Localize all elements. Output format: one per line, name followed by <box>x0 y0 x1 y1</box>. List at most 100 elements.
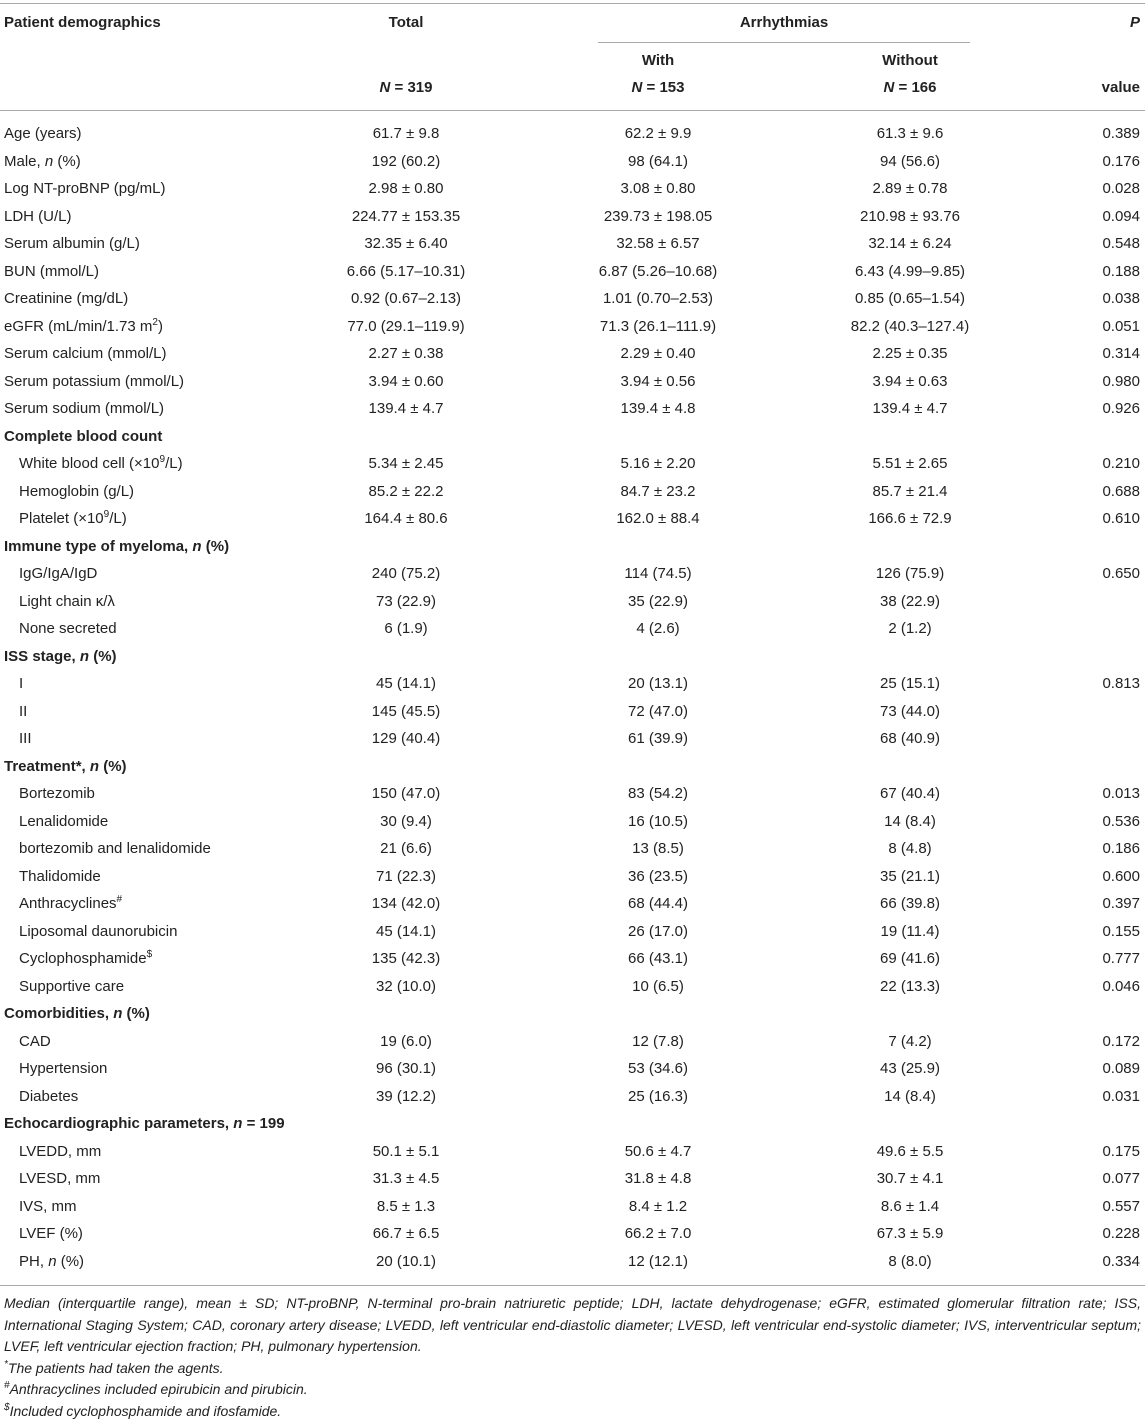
cell-value: 25 (15.1) <box>880 674 940 694</box>
p-value: 0.176 <box>1102 152 1140 172</box>
section-label: Complete blood count <box>4 427 162 447</box>
cell-value: 35 (22.9) <box>628 592 688 612</box>
text: 166.6 ± 72.9 <box>868 510 951 527</box>
row-label: I <box>19 674 23 694</box>
text: 14 (8.4) <box>884 1088 936 1105</box>
row-label: LVEDD, mm <box>19 1142 101 1162</box>
text: 96 (30.1) <box>376 1060 436 1077</box>
text: ) <box>158 318 163 335</box>
text: 72 (47.0) <box>628 703 688 720</box>
text: 26 (17.0) <box>628 923 688 940</box>
text: 0.397 <box>1102 895 1140 912</box>
text: Serum calcium (mmol/L) <box>4 345 167 362</box>
p-value: 0.013 <box>1102 784 1140 804</box>
cell-value: 8.5 ± 1.3 <box>377 1197 435 1217</box>
footnotes: Median (interquartile range), mean ± SD;… <box>4 1293 1141 1422</box>
text: 43 (25.9) <box>880 1060 940 1077</box>
group-rule <box>598 42 970 43</box>
p-value: 0.031 <box>1102 1087 1140 1107</box>
text: (%) <box>99 758 127 775</box>
italic-text: P <box>1130 14 1140 31</box>
cell-value: 77.0 (29.1–119.9) <box>347 317 464 337</box>
table-row: PH, n (%)20 (10.1)12 (12.1)8 (8.0)0.334 <box>0 1248 1145 1276</box>
text: 0.548 <box>1102 235 1140 252</box>
text: Lenalidomide <box>19 813 108 830</box>
text: 3.94 ± 0.63 <box>873 373 948 390</box>
cell-value: 2.29 ± 0.40 <box>621 344 696 364</box>
cell-value: 66.2 ± 7.0 <box>625 1224 692 1244</box>
text: White blood cell (×10 <box>19 455 160 472</box>
cell-value: 43 (25.9) <box>880 1059 940 1079</box>
cell-value: 19 (6.0) <box>380 1032 432 1052</box>
text: Total <box>389 14 424 31</box>
row-label: Liposomal daunorubicin <box>19 922 177 942</box>
text: (%) <box>89 648 117 665</box>
text: 162.0 ± 88.4 <box>616 510 699 527</box>
text: 210.98 ± 93.76 <box>860 208 960 225</box>
cell-value: 5.34 ± 2.45 <box>369 454 444 474</box>
text: 39 (12.2) <box>376 1088 436 1105</box>
cell-value: 73 (22.9) <box>376 592 436 612</box>
text: 62.2 ± 9.9 <box>625 125 692 142</box>
text: 0.228 <box>1102 1225 1140 1242</box>
text: 8 (8.0) <box>888 1253 931 1270</box>
cell-value: 8 (8.0) <box>888 1252 931 1272</box>
text: 0.046 <box>1102 978 1140 995</box>
text: 50.1 ± 5.1 <box>373 1143 440 1160</box>
cell-value: 66 (43.1) <box>628 949 688 969</box>
p-value: 0.557 <box>1102 1197 1140 1217</box>
text: Log NT-proBNP (pg/mL) <box>4 180 165 197</box>
text: LVESD, mm <box>19 1170 100 1187</box>
p-value: 0.210 <box>1102 454 1140 474</box>
text: 0.650 <box>1102 565 1140 582</box>
text: Included cyclophosphamide and ifosfamide… <box>10 1403 282 1419</box>
text: (%) <box>57 1253 85 1270</box>
superscript: $ <box>147 949 153 960</box>
text: (%) <box>53 153 81 170</box>
text: 0.077 <box>1102 1170 1140 1187</box>
row-label: Light chain κ/λ <box>19 592 115 612</box>
text: 2.29 ± 0.40 <box>621 345 696 362</box>
italic-text: n <box>45 153 53 170</box>
text: None secreted <box>19 620 117 637</box>
p-value: 0.094 <box>1102 207 1140 227</box>
row-label: Age (years) <box>4 124 82 144</box>
text: LDH (U/L) <box>4 208 72 225</box>
cell-value: 25 (16.3) <box>628 1087 688 1107</box>
row-label: Serum albumin (g/L) <box>4 234 140 254</box>
text: 0.186 <box>1102 840 1140 857</box>
section-row: Comorbidities, n (%) <box>0 1000 1145 1028</box>
text: 145 (45.5) <box>372 703 440 720</box>
row-label: IgG/IgA/IgD <box>19 564 97 584</box>
row-label: White blood cell (×109/L) <box>19 454 183 474</box>
cell-value: 35 (21.1) <box>880 867 940 887</box>
cell-value: 13 (8.5) <box>632 839 684 859</box>
text: 114 (74.5) <box>624 565 691 582</box>
text: 68 (40.9) <box>880 730 940 747</box>
header-rule <box>0 110 1145 111</box>
section-label: Echocardiographic parameters, n = 199 <box>4 1114 285 1134</box>
text: 85.7 ± 21.4 <box>873 483 948 500</box>
text: 2.98 ± 0.80 <box>369 180 444 197</box>
row-label: CAD <box>19 1032 51 1052</box>
text: = 319 <box>390 79 432 96</box>
text: Complete blood count <box>4 428 162 445</box>
text: Echocardiographic parameters, <box>4 1115 233 1132</box>
row-label: Serum sodium (mmol/L) <box>4 399 164 419</box>
cell-value: 10 (6.5) <box>632 977 684 997</box>
cell-value: 0.85 (0.65–1.54) <box>855 289 965 309</box>
text: 36 (23.5) <box>628 868 688 885</box>
text: Platelet (×10 <box>19 510 104 527</box>
text: 84.7 ± 23.2 <box>621 483 696 500</box>
text: 61.3 ± 9.6 <box>877 125 944 142</box>
cell-value: 69 (41.6) <box>880 949 940 969</box>
text: 0.813 <box>1102 675 1140 692</box>
text: 21 (6.6) <box>380 840 432 857</box>
